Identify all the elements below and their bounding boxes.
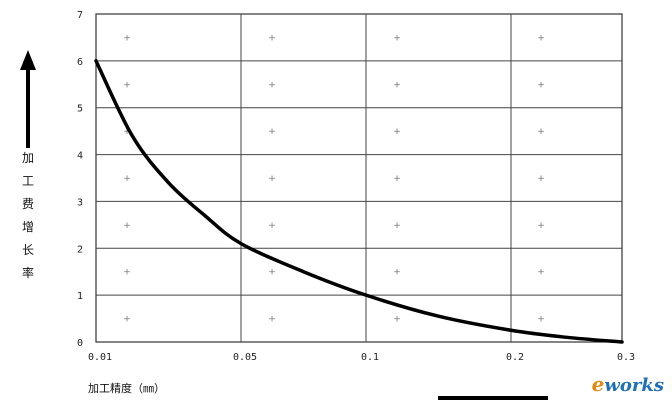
- y-tick-label: 6: [77, 57, 83, 68]
- grid-dot: +: [537, 268, 545, 278]
- x-tick-labels: 0.01 0.05 0.1 0.2 0.3: [88, 352, 635, 363]
- y-tick-label: 4: [77, 151, 83, 162]
- grid-dot: +: [268, 315, 276, 325]
- grid-dot: +: [393, 315, 401, 325]
- grid-dot: +: [537, 80, 545, 90]
- grid-dot: +: [123, 127, 131, 137]
- grid-dot: +: [268, 221, 276, 231]
- grid-dot: +: [393, 80, 401, 90]
- y-tick-label: 5: [77, 104, 83, 115]
- x-tick-label: 0.1: [361, 352, 379, 363]
- grid-dot: +: [393, 174, 401, 184]
- watermark-bar: [438, 396, 548, 400]
- grid-dot: +: [393, 268, 401, 278]
- grid-dot: +: [268, 80, 276, 90]
- y-label-char: 工: [22, 174, 34, 188]
- grid-dot: +: [537, 174, 545, 184]
- grid-dot: +: [393, 127, 401, 137]
- y-label-char: 费: [22, 197, 34, 211]
- grid: [95, 13, 623, 343]
- y-tick-label: 1: [77, 291, 83, 302]
- grid-dot: +: [268, 33, 276, 43]
- grid-dot: +: [393, 221, 401, 231]
- y-label-char: 率: [22, 265, 34, 280]
- grid-dots: + + + + + + + + + + + + + + + + + + + + + + + + + + + +: [123, 33, 545, 324]
- grid-dot: +: [268, 268, 276, 278]
- grid-dot: +: [537, 127, 545, 137]
- grid-dot: +: [537, 33, 545, 43]
- grid-dot: +: [268, 174, 276, 184]
- watermark-logo: eworks: [591, 372, 664, 396]
- x-tick-label: 0.05: [233, 352, 257, 363]
- grid-dot: +: [123, 174, 131, 184]
- series-line: [94, 59, 624, 344]
- y-tick-label: 3: [77, 197, 83, 208]
- y-axis-arrow: [20, 50, 36, 148]
- y-label-char: 加: [22, 151, 34, 165]
- grid-dot: +: [123, 80, 131, 90]
- y-tick-label: 0: [77, 338, 83, 349]
- grid-dot: +: [123, 33, 131, 43]
- x-tick-label: 0.01: [88, 352, 112, 363]
- grid-dot: +: [268, 127, 276, 137]
- x-tick-label: 0.2: [506, 352, 524, 363]
- grid-dot: +: [537, 315, 545, 325]
- grid-dot: +: [537, 221, 545, 231]
- y-tick-label: 7: [77, 10, 83, 21]
- grid-dot: +: [123, 315, 131, 325]
- grid-dot: +: [123, 221, 131, 231]
- grid-dot: +: [123, 268, 131, 278]
- grid-dot: +: [393, 33, 401, 43]
- plot-frame: [95, 13, 623, 343]
- y-tick-labels: 0 1 2 3 4 5 6 7: [77, 10, 83, 349]
- y-label-char: 长: [22, 243, 34, 257]
- y-label-char: 增: [22, 220, 34, 234]
- x-tick-label: 0.3: [617, 352, 635, 363]
- x-axis-label: 加工精度（㎜）: [88, 381, 165, 395]
- y-tick-label: 2: [77, 244, 83, 255]
